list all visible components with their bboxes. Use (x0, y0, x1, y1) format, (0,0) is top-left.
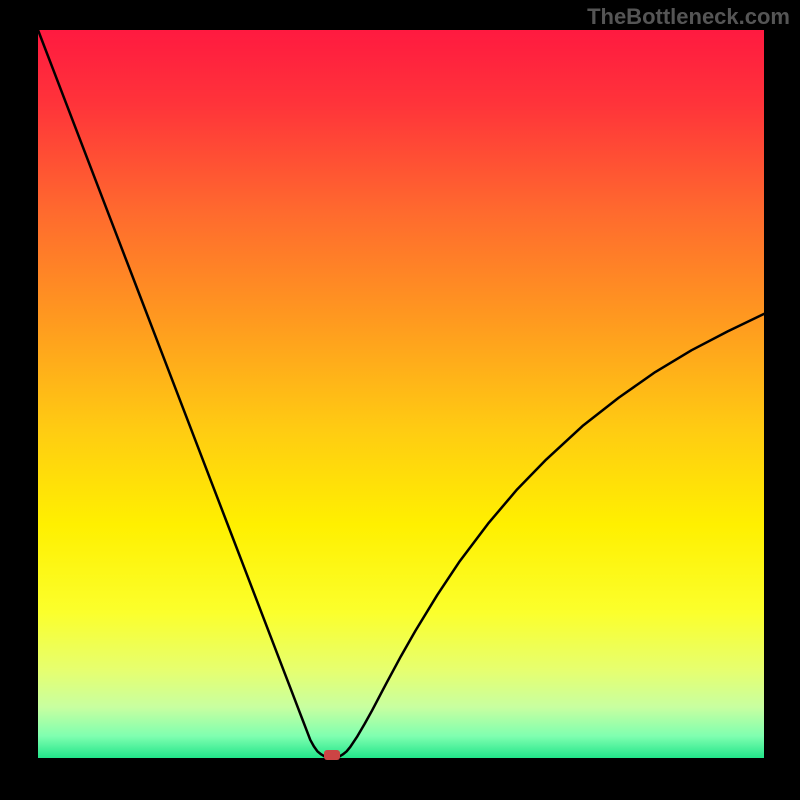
watermark-text: TheBottleneck.com (587, 4, 790, 30)
chart-container: TheBottleneck.com (0, 0, 800, 800)
bottleneck-curve (0, 0, 800, 800)
optimum-marker (324, 750, 340, 760)
